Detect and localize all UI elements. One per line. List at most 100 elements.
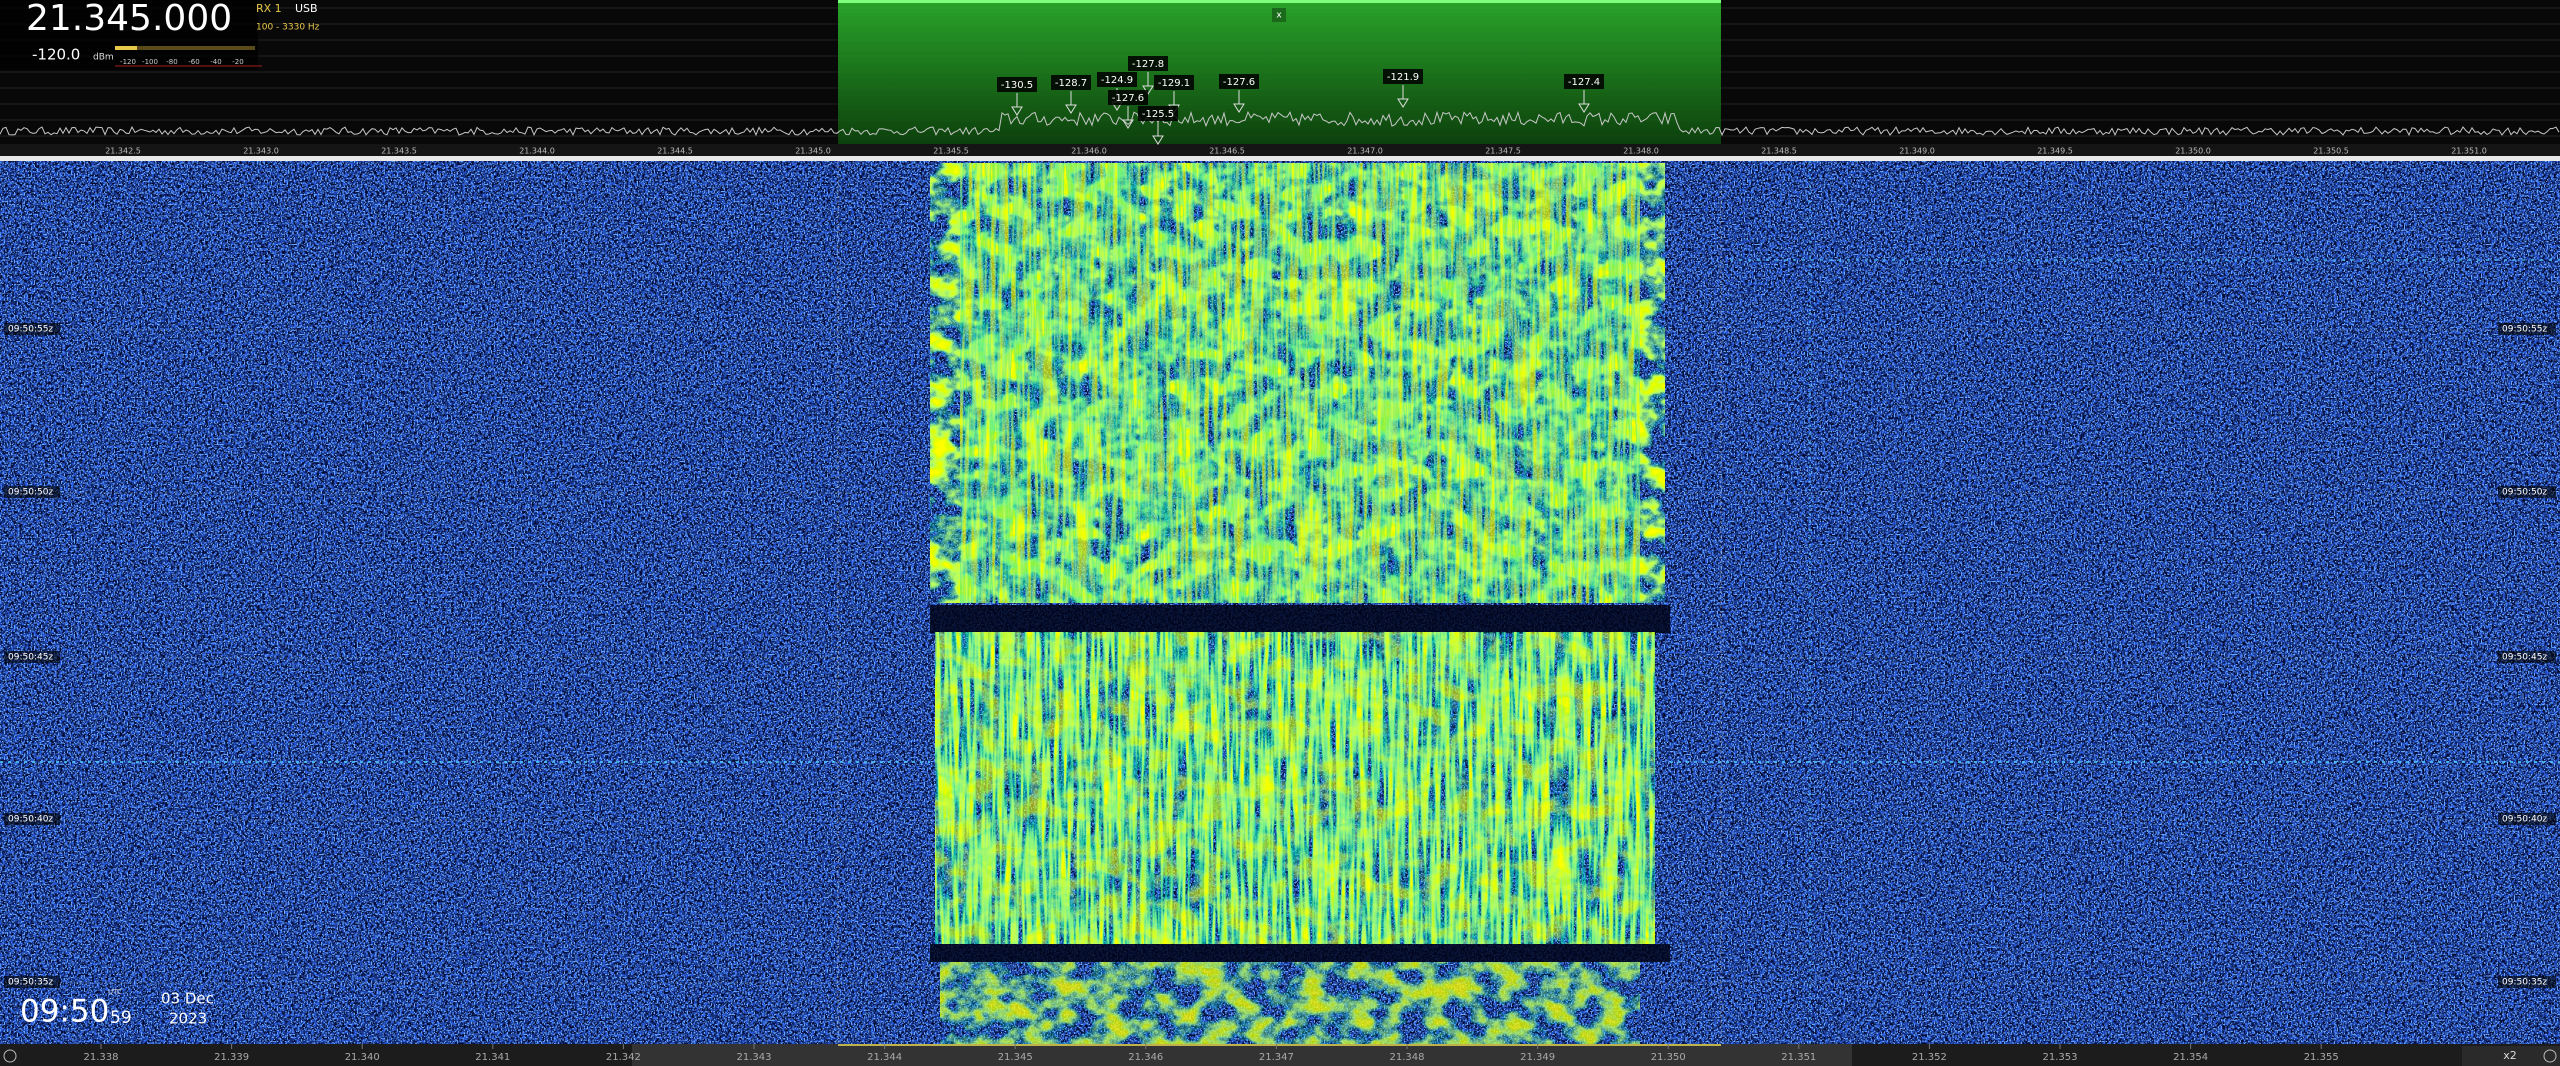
peak-label[interactable]: -127.4: [1568, 77, 1600, 88]
spectrum-freq-label: 21.347.5: [1485, 147, 1521, 156]
peak-label-box: [1154, 75, 1194, 90]
time-label-box: [2498, 976, 2556, 988]
signal-band: [935, 632, 1655, 944]
passband-edge: [838, 0, 1721, 3]
time-label-box: [4, 651, 60, 663]
mode[interactable]: USB: [295, 2, 318, 15]
peak-label[interactable]: -130.5: [1001, 80, 1033, 91]
level-scale: -120 -100 -80 -60 -40 -20: [120, 58, 244, 66]
peak-label[interactable]: -124.9: [1101, 75, 1133, 86]
level-scale-label: -60: [188, 58, 199, 66]
clock-seconds: 59: [110, 1008, 132, 1028]
time-label: 09:50:50z: [8, 488, 53, 498]
level-unit: dBm: [93, 53, 114, 63]
spectrum-freq-label: 21.346.5: [1209, 147, 1245, 156]
time-label-box: [4, 486, 60, 498]
level-bar: [115, 46, 255, 50]
spectrum-freq-label: 21.348.0: [1623, 147, 1659, 156]
spectrum-freq-label: 21.348.5: [1761, 147, 1797, 156]
level-scale-label: -40: [210, 58, 221, 66]
peak-label[interactable]: -121.9: [1387, 72, 1419, 83]
spectrum-freq-label: 21.349.0: [1899, 147, 1935, 156]
peak-label[interactable]: -129.1: [1158, 78, 1190, 89]
peak-label-box: [1383, 69, 1423, 84]
footer-freq-label: 21.343: [737, 1052, 772, 1063]
peak-label[interactable]: -127.6: [1112, 93, 1144, 104]
level-fill: [115, 46, 137, 50]
time-label-box: [2498, 651, 2556, 663]
peak-label-box: [1219, 74, 1259, 89]
spectrum-freq-label: 21.346.0: [1071, 147, 1107, 156]
spectrum-axis: [0, 144, 2560, 156]
nav-button[interactable]: [3, 1049, 17, 1063]
footer-freq-label: 21.344: [867, 1052, 902, 1063]
signal-band: [940, 962, 1640, 1044]
spectrum-freq-label: 21.349.5: [2037, 147, 2073, 156]
level-scale-label: -20: [232, 58, 243, 66]
time-markers: 09:50:55z 09:50:55z 09:50:50z 09:50:50z 09:5…: [0, 323, 2560, 988]
nav-button[interactable]: [2543, 1049, 2557, 1063]
time-label: 09:50:35z: [8, 978, 53, 988]
frequency-scale: 21.338 21.339 21.340 21.341 21.342 21.343 21.3…: [84, 1044, 2339, 1063]
splitter[interactable]: [0, 156, 2560, 161]
time-label-box: [2498, 323, 2556, 335]
time-label: 09:50:40z: [8, 815, 53, 825]
footer-freq-label: 21.350: [1651, 1052, 1686, 1063]
peak-label-box: [1051, 75, 1091, 90]
time-label-box: [4, 323, 60, 335]
time-label-box: [4, 813, 60, 825]
spectrum-freq-label: 21.345.5: [933, 147, 969, 156]
level: -120.0: [32, 46, 80, 64]
peak-label-box: [1108, 90, 1148, 105]
clock-zone: UTC: [108, 988, 122, 996]
footer-freq-label: 21.348: [1390, 1052, 1425, 1063]
close-button[interactable]: [1272, 8, 1286, 22]
signal: [0, 161, 2560, 1044]
peak-label-box: [1138, 106, 1178, 121]
peak-label[interactable]: -125.5: [1142, 109, 1174, 120]
time-label: 09:50:45z: [2502, 653, 2547, 663]
spectrum-freq-label: 21.344.5: [657, 147, 693, 156]
peak-label-box: [1564, 74, 1604, 89]
footer-freq-label: 21.342: [606, 1052, 641, 1063]
footer-freq-label: 21.347: [1259, 1052, 1294, 1063]
passband-indicator: [838, 1044, 1721, 1046]
level-scale-label: -100: [142, 58, 158, 66]
footer-freq-label: 21.353: [2043, 1052, 2078, 1063]
footer-freq-label: 21.351: [1781, 1052, 1816, 1063]
footer-freq-label: 21.339: [214, 1052, 249, 1063]
footer-freq-label: 21.349: [1520, 1052, 1555, 1063]
footer-freq-label: 21.355: [2304, 1052, 2339, 1063]
signal-band: [960, 163, 1640, 603]
visible-range[interactable]: [632, 1044, 1852, 1066]
zoom-controls: [2462, 1046, 2560, 1066]
spectrum-freq-label: 21.343.0: [243, 147, 279, 156]
footer-freq-label: 21.340: [345, 1052, 380, 1063]
time-label-box: [4, 976, 60, 988]
spectrum-freq-label: 21.344.0: [519, 147, 555, 156]
time-label-box: [2498, 813, 2556, 825]
footer-freq-label: 21.354: [2173, 1052, 2208, 1063]
peak-label[interactable]: -128.7: [1055, 78, 1087, 89]
time-label: 09:50:55z: [2502, 325, 2547, 335]
peak-label[interactable]: -127.6: [1223, 77, 1255, 88]
clock-date: 03 Dec: [161, 990, 214, 1008]
bandwidth: 100 - 3330 Hz: [256, 23, 320, 33]
spectrum-freq-label: 21.351.0: [2451, 147, 2487, 156]
spectrum-freq-label: 21.350.0: [2175, 147, 2211, 156]
peak-label[interactable]: -127.8: [1132, 59, 1164, 70]
clock-year: 2023: [169, 1010, 207, 1028]
signal-gap: [930, 605, 1670, 633]
zoom-level[interactable]: x2: [2503, 1049, 2517, 1062]
receiver: RX 1: [256, 2, 282, 15]
spectrum-freq-label: 21.342.5: [105, 147, 141, 156]
peak-label-box: [1128, 56, 1168, 71]
close-label[interactable]: x: [1276, 11, 1282, 21]
peak-label-box: [997, 77, 1037, 92]
spectrum-freq-label: 21.343.5: [381, 147, 417, 156]
frequency[interactable]: 21.345.000: [26, 0, 232, 39]
passband[interactable]: [838, 0, 1721, 144]
footer-freq-label: 21.345: [998, 1052, 1033, 1063]
info-box: [0, 0, 258, 70]
